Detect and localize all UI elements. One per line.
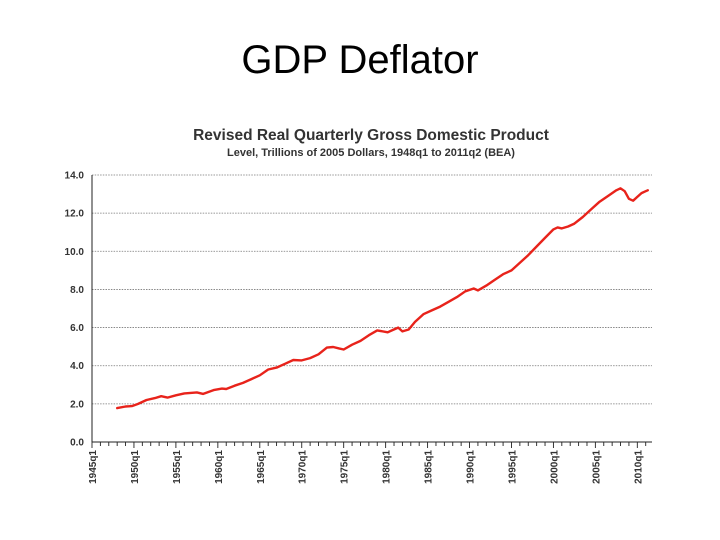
slide-title: GDP Deflator (241, 38, 479, 82)
series-line-real-gdp (115, 187, 649, 410)
x-tick-label: 1995q1 (507, 450, 518, 484)
x-tick-label: 1955q1 (172, 450, 183, 484)
y-tick-label: 0.0 (70, 438, 84, 449)
y-tick-label: 12.0 (65, 209, 85, 220)
x-tick-label: 2005q1 (591, 450, 602, 484)
x-tick-label: 1970q1 (298, 450, 309, 484)
y-tick-label: 10.0 (65, 247, 85, 258)
grid-lines (92, 174, 652, 405)
x-axis-ticks: 1945q1 1950q1 1955q1 1960q1 1965q1 1970q1 1975… (88, 450, 644, 484)
y-tick-label: 2.0 (70, 399, 84, 410)
y-tick-label: 14.0 (65, 171, 85, 182)
y-tick-label: 6.0 (70, 323, 84, 334)
y-tick-label: 4.0 (70, 361, 84, 372)
x-tick-label: 1960q1 (214, 450, 225, 484)
x-tick-label: 2000q1 (549, 450, 560, 484)
x-tick-label: 1945q1 (88, 450, 99, 484)
x-tick-label: 1980q1 (382, 450, 393, 484)
y-tick-label: 8.0 (70, 285, 84, 296)
chart-title: Revised Real Quarterly Gross Domestic Pr… (193, 127, 549, 144)
x-tick-label: 1985q1 (424, 450, 435, 484)
x-tick-label: 2010q1 (633, 450, 644, 484)
series-layer (115, 187, 649, 410)
x-tick-label: 1990q1 (466, 450, 477, 484)
chart-subtitle: Level, Trillions of 2005 Dollars, 1948q1… (227, 147, 515, 159)
x-tick-label: 1975q1 (340, 450, 351, 484)
axes (91, 175, 652, 448)
x-tick-label: 1950q1 (130, 450, 141, 484)
y-axis-ticks: 0.0 2.0 4.0 6.0 8.0 10.0 12.0 14.0 (65, 171, 85, 449)
x-tick-label: 1965q1 (256, 450, 267, 484)
